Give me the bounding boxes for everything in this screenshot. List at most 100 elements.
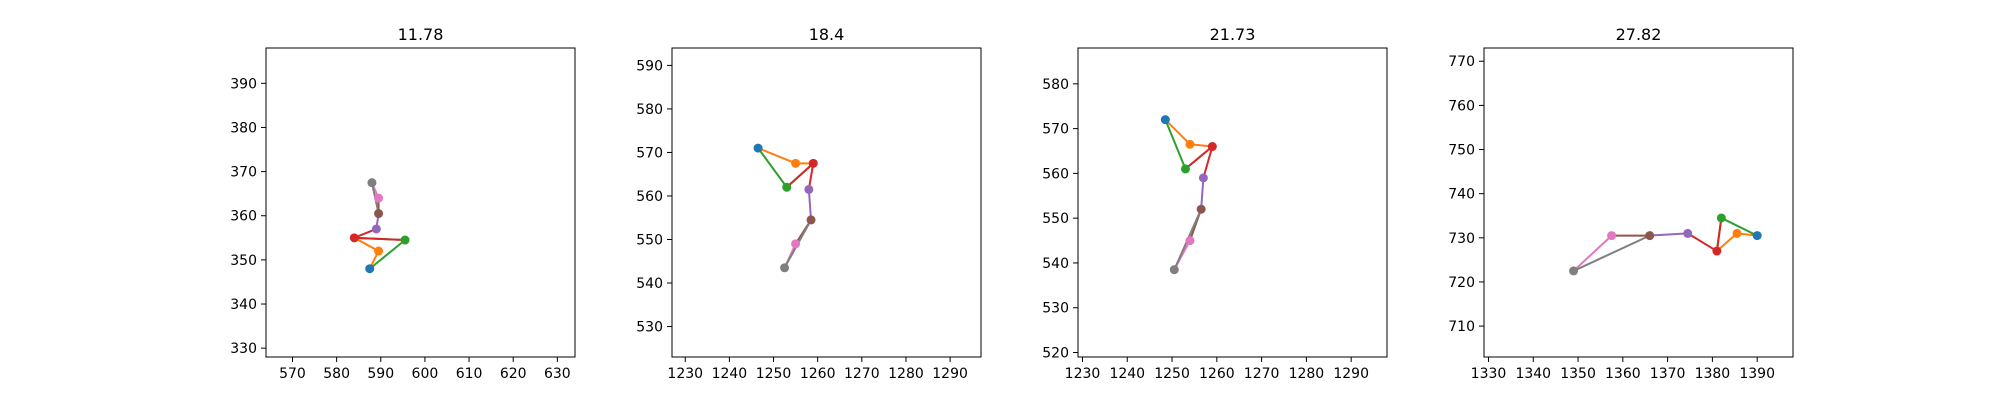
keypoint-green <box>1180 164 1190 174</box>
keypoint-gray <box>1569 266 1579 276</box>
segment-orange-red <box>353 236 380 253</box>
y-tick-label: 710 <box>1448 319 1475 335</box>
x-tick-label: 1260 <box>800 366 836 382</box>
y-tick-label: 390 <box>230 76 257 92</box>
x-tick-label: 610 <box>456 366 483 382</box>
x-tick-label: 1260 <box>1199 366 1235 382</box>
subplot-1: 11.78 570 580 590 600 610 620 630 330 340 350 360 37… <box>230 25 576 382</box>
y-tick-label: 550 <box>636 232 663 248</box>
x-tick-label: 620 <box>500 366 527 382</box>
x-tick-label: 1370 <box>1650 366 1686 382</box>
y-tick-label: 570 <box>1042 122 1069 138</box>
axes-frame <box>671 47 982 358</box>
keypoint-green <box>782 182 792 192</box>
keypoint-brown <box>374 209 384 219</box>
keypoint-purple <box>804 184 814 194</box>
x-tick-label: 1290 <box>1333 366 1369 382</box>
y-tick-label: 560 <box>636 189 663 205</box>
keypoint-brown <box>1196 204 1206 214</box>
y-tick-label: 520 <box>1042 346 1069 362</box>
keypoint-brown <box>1645 231 1655 241</box>
keypoint-gray <box>780 263 790 273</box>
x-tick-label: 1290 <box>932 366 968 382</box>
y-tick-label: 530 <box>1042 301 1069 317</box>
x-tick-label: 570 <box>279 366 306 382</box>
keypoint-blue <box>1160 115 1170 125</box>
segment-purple-brown <box>1648 232 1689 237</box>
x-tick-label: 1350 <box>1560 366 1596 382</box>
y-tick-label: 330 <box>230 341 257 357</box>
subplot-title: 18.4 <box>809 25 845 44</box>
keypoint-orange <box>791 158 801 168</box>
segment-red-purple <box>1686 232 1718 253</box>
x-tick-label: 1380 <box>1695 366 1731 382</box>
y-tick-label: 380 <box>230 120 257 136</box>
keypoint-green <box>1716 213 1726 223</box>
x-tick-label: 1230 <box>1065 366 1101 382</box>
keypoint-pink <box>791 239 801 249</box>
y-tick-label: 530 <box>636 320 663 336</box>
y-tick-label: 350 <box>230 253 257 269</box>
keypoint-green <box>400 235 410 245</box>
x-tick-label: 1390 <box>1739 366 1775 382</box>
y-tick-label: 540 <box>1042 256 1069 272</box>
segment-purple-brown <box>807 188 813 221</box>
subplot-4: 27.82 1330 1340 1350 1360 1370 1380 1390 710 720 7… <box>1448 25 1794 382</box>
y-tick-label: 730 <box>1448 231 1475 247</box>
x-tick-label: 1230 <box>667 366 703 382</box>
x-tick-label: 1360 <box>1605 366 1641 382</box>
keypoint-blue <box>753 143 763 153</box>
segment-blue-green <box>1164 118 1187 170</box>
segment-pink-gray <box>1572 234 1613 272</box>
x-tick-label: 1250 <box>756 366 792 382</box>
segment-red-purple <box>1202 145 1214 179</box>
y-tick-label: 750 <box>1448 143 1475 159</box>
segment-red-green <box>1715 216 1723 253</box>
subplot-2: 18.4 1230 1240 1250 1260 1270 1280 1290 530 540 55… <box>636 25 982 382</box>
segment-blue-orange <box>1164 118 1191 146</box>
x-tick-label: 1280 <box>1289 366 1325 382</box>
x-tick-label: 1280 <box>888 366 924 382</box>
y-tick-label: 570 <box>636 145 663 161</box>
subplot-title: 11.78 <box>398 25 444 44</box>
y-tick-label: 760 <box>1448 98 1475 114</box>
y-tick-label: 580 <box>636 102 663 118</box>
keypoint-gray <box>1169 265 1179 275</box>
axes-frame <box>1483 47 1794 358</box>
segment-brown-gray <box>1572 234 1651 272</box>
keypoint-purple <box>371 224 381 234</box>
y-tick-label: 580 <box>1042 77 1069 93</box>
y-tick-label: 590 <box>636 58 663 74</box>
keypoint-purple <box>1683 228 1693 238</box>
keypoint-red <box>1207 142 1217 152</box>
y-tick-label: 720 <box>1448 275 1475 291</box>
keypoint-pink <box>374 193 384 203</box>
axes-frame <box>265 47 576 358</box>
x-tick-label: 1330 <box>1471 366 1507 382</box>
segment-blue-green <box>757 147 788 189</box>
y-tick-label: 340 <box>230 297 257 313</box>
y-tick-label: 360 <box>230 209 257 225</box>
subplot-title: 27.82 <box>1616 25 1662 44</box>
y-tick-label: 370 <box>230 165 257 181</box>
x-tick-label: 1240 <box>1109 366 1145 382</box>
keypoint-pink <box>1607 231 1617 241</box>
keypoint-red <box>808 158 818 168</box>
keypoint-gray <box>367 178 377 188</box>
keypoint-blue <box>365 264 375 274</box>
segment-blue-green <box>1720 216 1759 237</box>
keypoint-brown <box>806 215 816 225</box>
subplot-3: 21.73 1230 1240 1250 1260 1270 1280 1290 520 530 5… <box>1042 25 1388 382</box>
x-tick-label: 580 <box>323 366 350 382</box>
keypoint-orange <box>1185 139 1195 149</box>
y-tick-label: 550 <box>1042 211 1069 227</box>
segment-red-green <box>785 162 815 189</box>
keypoint-purple <box>1198 173 1208 183</box>
segment-red-green <box>1184 145 1214 170</box>
axes-frame <box>1077 47 1388 358</box>
keypoint-pink <box>1185 236 1195 246</box>
segment-blue-orange <box>757 147 797 165</box>
y-tick-label: 540 <box>636 276 663 292</box>
segment-purple-brown <box>1200 176 1205 211</box>
